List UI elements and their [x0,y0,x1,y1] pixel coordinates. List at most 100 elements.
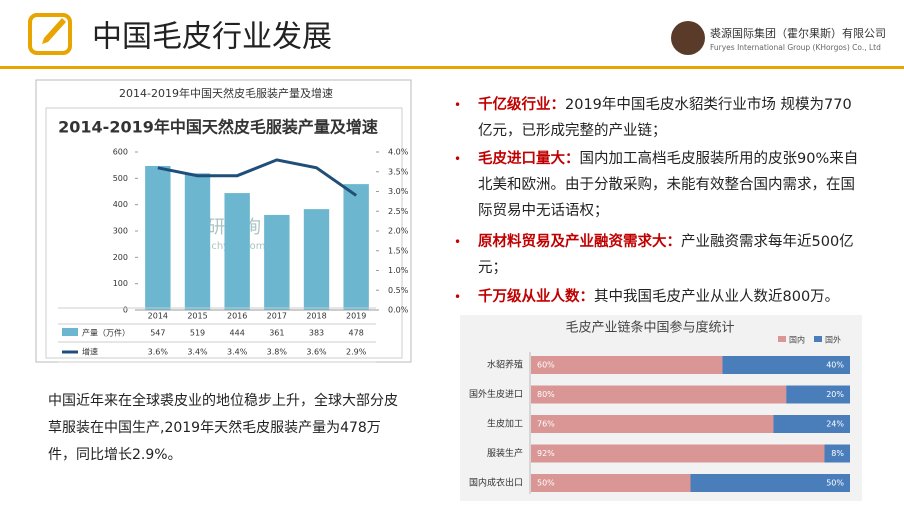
table-value: 2.9% [346,348,367,357]
chart2-title: 毛皮产业链条中国参与度统计 [565,320,734,336]
bullet-text: 产业融资需求每年近500亿元； [478,234,854,276]
bar [264,214,290,310]
chart-title: 2014-2019年中国天然皮毛服装产量及增速 [58,118,378,137]
y-tick-label: 500 [113,174,128,183]
figure-caption: 2014-2019年中国天然皮毛服装产量及增速 [119,86,333,100]
value-label: 50% [826,479,844,488]
bar [145,165,171,310]
table-year: 2018 [306,312,326,321]
table-value: 3.6% [148,348,169,357]
y-tick-label: 600 [113,148,128,157]
bullet: • 千亿级行业：2019年中国毛皮水貂类行业市场 规模为770亿元，已形成完整的产… [454,97,852,139]
value-label: 80% [537,390,555,399]
icon [28,13,72,55]
bullet-head: 原材料贸易及产业融资需求大： [478,234,681,250]
bar-segment [690,474,850,492]
y2-tick-label: 3.5% [388,167,409,176]
bullet-text: 2019年中国毛皮水貂类行业市场 规模为770亿元，已形成完整的产业链； [478,97,852,139]
y-tick-label: 生皮加工 [487,418,523,430]
bullet-head: 千万级从业人数： [478,289,594,305]
y-tick-label: 200 [113,253,128,262]
chart-inner [45,107,403,359]
y2-tick-label: 1.0% [388,266,409,275]
bar [224,193,250,310]
value-label: 20% [826,390,844,399]
divider [0,66,904,69]
table-value: 3.6% [306,348,327,357]
y2-tick-label: 2.5% [388,207,409,216]
legend-swatch [814,336,822,342]
value-label: 60% [537,361,555,370]
y2-tick-label: 3.0% [388,187,409,196]
table-year: 2019 [346,312,366,321]
line [157,158,358,197]
table-value: 3.8% [267,348,288,357]
bullet: • 毛皮进口量大：国内加工高档毛皮服装所用的皮张90%来自北美和欧洲。由于分散采购… [454,151,859,219]
y2-tick-label: 4.0% [388,148,409,157]
value-label: 8% [831,449,844,458]
table-year: 2015 [187,312,207,321]
value-label: 50% [537,479,555,488]
table-value: 3.4% [227,348,248,357]
page-title: 中国毛皮行业发展 [92,20,332,55]
legend-label: 国内 [789,335,805,345]
y-tick-label: 国外生皮进口 [469,388,523,400]
bar-segment [531,415,774,433]
table-value: 383 [309,329,324,338]
table-value: 547 [150,329,165,338]
y-tick-label: 水貂养殖 [487,359,523,371]
y2-tick-label: 2.0% [388,227,409,236]
bar [184,173,211,310]
icon-pencil [42,18,66,44]
y2-tick-label: 0.0% [388,306,409,315]
bullet: • 千万级从业人数：其中我国毛皮产业从业人数近800万。 [454,289,840,305]
table-value: 361 [269,329,284,338]
value-label: 76% [537,420,555,429]
legend-swatch [62,328,78,336]
y-tick-label: 0 [123,306,128,315]
y-tick-label: 300 [113,227,128,236]
bullet-head: 毛皮进口量大： [478,151,580,167]
y-tick-label: 400 [113,200,128,209]
legend-label: 国外 [825,335,841,345]
value-label: 24% [826,420,844,429]
table-value: 3.4% [187,348,208,357]
bullet-text: 国内加工高档毛皮服装所用的皮张90%来自北美和欧洲。由于分散采购，未能有效整合国… [478,151,859,219]
legend-label: 产量（万件） [82,328,130,338]
y2-tick-label: 0.5% [388,286,409,295]
bar-segment [531,385,787,404]
chart2-frame [460,315,862,501]
caption: 中国近年来在全球裘皮业的地位稳步上升，全球大部分皮草服装在中国生产,2019年天… [48,393,398,463]
table-value: 519 [190,329,205,338]
company-cn: 裘源国际集团（霍尔果斯）有限公司 [710,26,886,40]
bar-segment [531,444,825,463]
table-value: 444 [230,329,245,338]
bullet: • 原材料贸易及产业融资需求大：产业融资需求每年近500亿元； [454,234,854,276]
logo [671,21,705,55]
bar-segment [786,385,850,404]
table-year: 2014 [148,312,168,321]
company-en: Furyes International Group (KHorgos) Co.… [710,43,881,52]
bar [303,209,330,310]
bar-segment [531,474,691,492]
bullet-text: 其中我国毛皮产业从业人数近800万。 [594,289,840,305]
table-year: 2017 [267,312,287,321]
legend-label: 增速 [82,347,98,357]
y-tick-label: 服装生产 [487,447,523,459]
bar-segment [722,356,850,374]
y-tick-label: 国内成衣出口 [469,477,523,489]
y-tick-label: 100 [113,279,128,288]
legend-swatch [778,336,786,342]
table-value: 478 [349,329,364,338]
table-year: 2016 [227,312,247,321]
value-label: 40% [826,361,844,370]
bar-segment [531,356,723,374]
bar-segment [773,415,850,433]
bar [343,184,369,310]
bar-segment [824,444,850,463]
value-label: 92% [537,449,555,458]
y2-tick-label: 1.5% [388,246,409,255]
bullet-head: 千亿级行业： [478,97,565,113]
